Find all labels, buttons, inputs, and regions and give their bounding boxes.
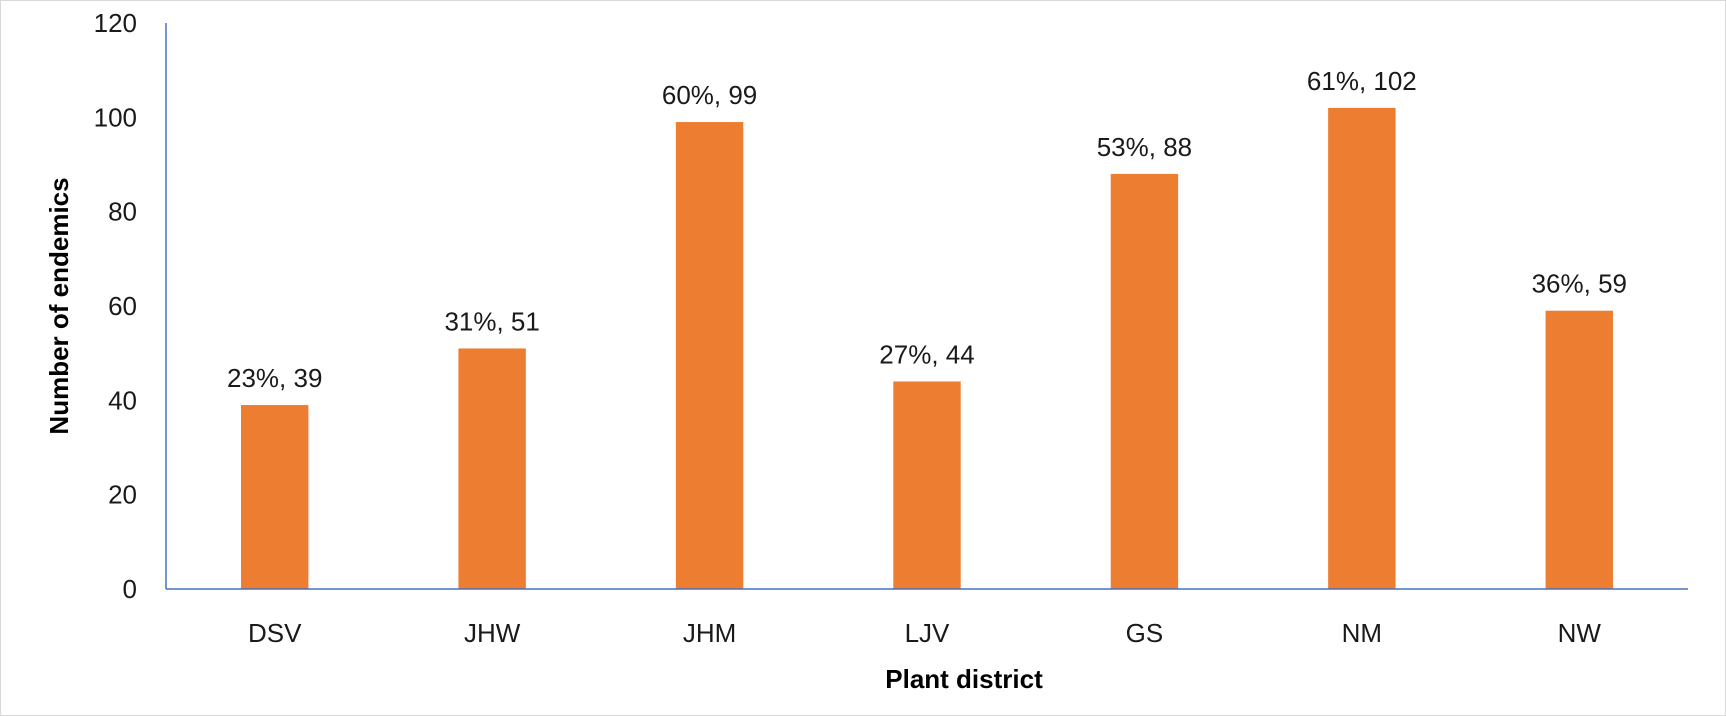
x-tick-label: GS	[1126, 618, 1164, 648]
data-label: 60%, 99	[662, 80, 757, 110]
data-label: 27%, 44	[879, 339, 974, 369]
bar-dsv	[241, 405, 309, 589]
y-tick-label: 40	[108, 385, 137, 415]
data-label: 23%, 39	[227, 363, 322, 393]
data-label: 53%, 88	[1097, 132, 1192, 162]
x-axis-title: Plant district	[885, 664, 1043, 694]
x-tick-label: DSV	[248, 618, 302, 648]
data-label: 36%, 59	[1532, 269, 1627, 299]
y-tick-label: 100	[94, 102, 137, 132]
y-axis-ticks: 0 20 40 60 80 100 120	[94, 8, 137, 604]
data-label: 31%, 51	[444, 306, 539, 336]
bar-jhw	[458, 348, 526, 589]
bar-nm	[1328, 107, 1396, 590]
y-tick-label: 60	[108, 291, 137, 321]
y-tick-label: 20	[108, 480, 137, 510]
bar-ljv	[893, 381, 961, 589]
x-axis-ticks: DSV JHW JHM LJV GS NM NW	[248, 618, 1601, 648]
y-tick-label: 0	[123, 574, 137, 604]
bar-jhm	[675, 122, 744, 590]
data-label: 61%, 102	[1307, 66, 1417, 96]
x-tick-label: JHM	[683, 618, 736, 648]
x-tick-label: LJV	[905, 618, 950, 648]
y-tick-label: 80	[108, 197, 137, 227]
x-tick-label: NW	[1558, 618, 1602, 648]
bar-gs	[1110, 173, 1179, 589]
y-tick-label: 120	[94, 8, 137, 38]
data-labels: 23%, 39 31%, 51 60%, 99 27%, 44 53%, 88 61%, …	[227, 66, 1627, 393]
bar-nw	[1545, 310, 1613, 589]
y-axis-title: Number of endemics	[44, 177, 74, 434]
bars	[241, 107, 1613, 590]
x-tick-label: JHW	[464, 618, 521, 648]
x-tick-label: NM	[1342, 618, 1382, 648]
